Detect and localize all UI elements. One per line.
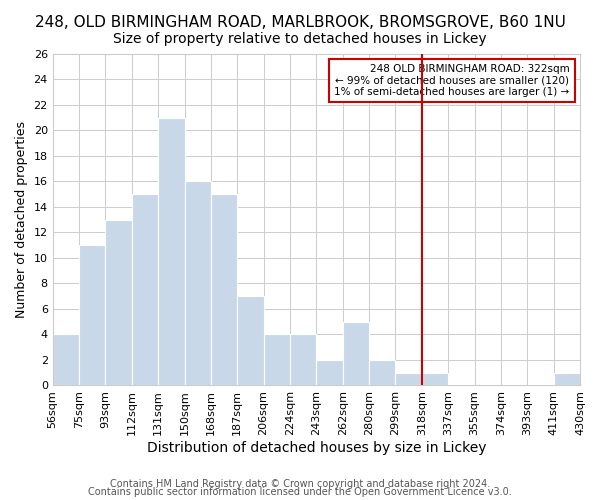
Bar: [422, 372, 448, 386]
Text: 248, OLD BIRMINGHAM ROAD, MARLBROOK, BROMSGROVE, B60 1NU: 248, OLD BIRMINGHAM ROAD, MARLBROOK, BRO…: [35, 15, 565, 30]
Text: Size of property relative to detached houses in Lickey: Size of property relative to detached ho…: [113, 32, 487, 46]
X-axis label: Distribution of detached houses by size in Lickey: Distribution of detached houses by size …: [146, 441, 486, 455]
Bar: [53, 334, 79, 386]
Text: 248 OLD BIRMINGHAM ROAD: 322sqm
← 99% of detached houses are smaller (120)
1% of: 248 OLD BIRMINGHAM ROAD: 322sqm ← 99% of…: [334, 64, 569, 97]
Bar: [132, 194, 158, 386]
Bar: [185, 182, 211, 386]
Bar: [79, 245, 106, 386]
Bar: [290, 334, 316, 386]
Bar: [343, 322, 369, 386]
Bar: [263, 334, 290, 386]
Text: Contains HM Land Registry data © Crown copyright and database right 2024.: Contains HM Land Registry data © Crown c…: [110, 479, 490, 489]
Text: Contains public sector information licensed under the Open Government Licence v3: Contains public sector information licen…: [88, 487, 512, 497]
Bar: [158, 118, 185, 386]
Bar: [369, 360, 395, 386]
Y-axis label: Number of detached properties: Number of detached properties: [15, 121, 28, 318]
Bar: [395, 372, 422, 386]
Bar: [211, 194, 237, 386]
Bar: [316, 360, 343, 386]
Bar: [106, 220, 132, 386]
Bar: [237, 296, 263, 386]
Bar: [554, 372, 580, 386]
